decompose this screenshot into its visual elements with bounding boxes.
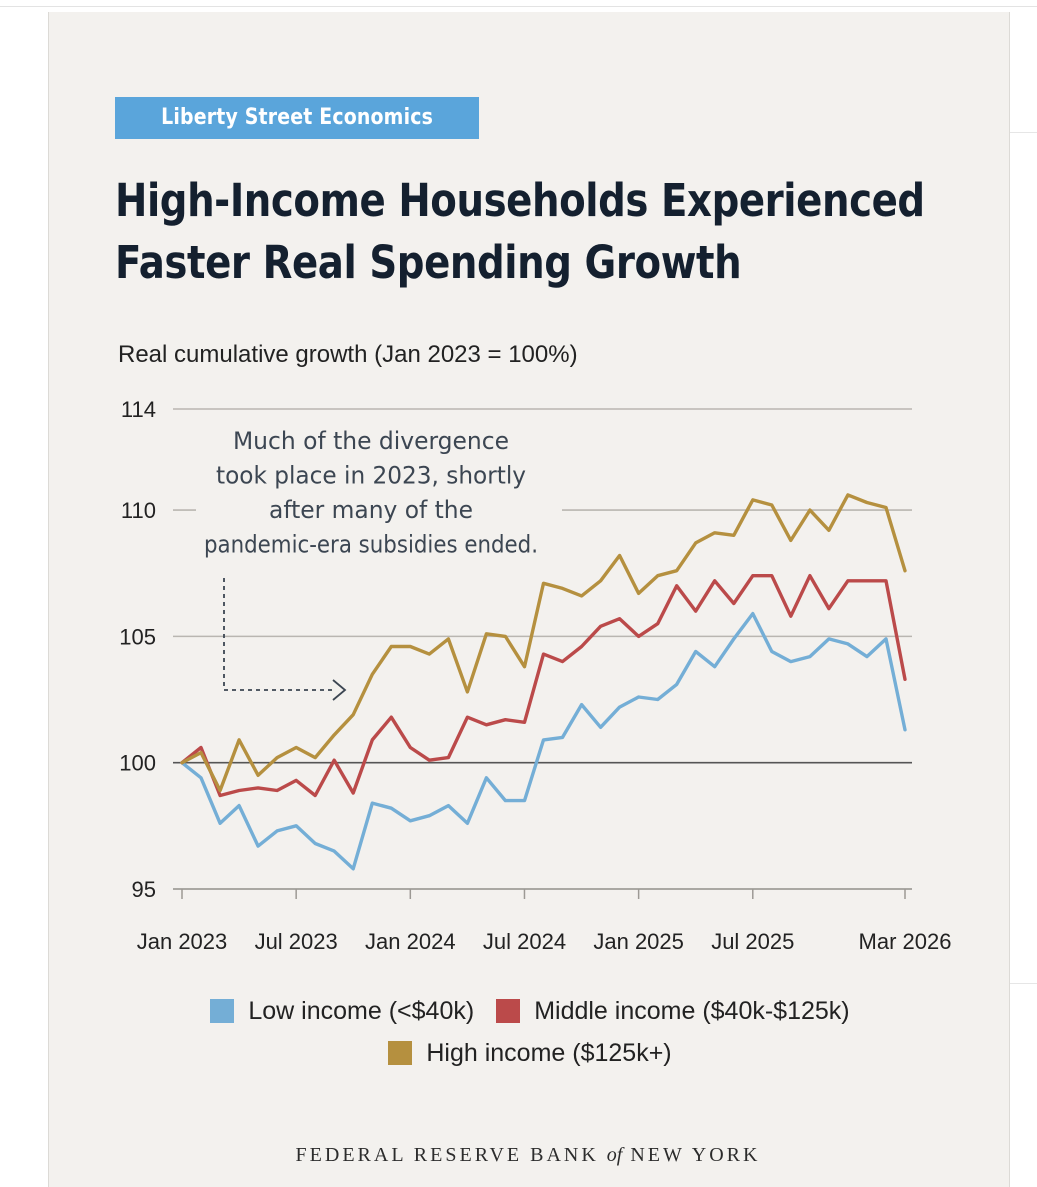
chart-card: Liberty Street Economics High-Income Hou… <box>48 12 1010 1187</box>
y-axis-ticks: 114 110 105 100 95 <box>119 397 156 902</box>
x-tick-label: Jan 2024 <box>365 929 456 954</box>
chart-subtitle: Real cumulative growth (Jan 2023 = 100%) <box>118 341 578 368</box>
footer-text-post: NEW YORK <box>630 1144 761 1166</box>
annotation-arrowhead <box>332 679 347 701</box>
series-line-high <box>180 493 907 793</box>
legend-label-low: Low income (<$40k) <box>248 996 475 1025</box>
title-line-2: Faster Real Spending Growth <box>115 236 742 289</box>
x-axis: Jan 2023 Jul 2023 Jan 2024 Jul 2024 Jan 2025… <box>137 888 952 954</box>
series-line-middle <box>180 574 907 798</box>
series-lines <box>180 493 907 871</box>
legend-item-middle: Middle income ($40k-$125k) <box>496 996 850 1026</box>
y-tick-label: 95 <box>132 877 156 902</box>
x-tick-label: Jan 2023 <box>137 929 228 954</box>
y-tick-label: 105 <box>119 624 156 649</box>
legend-swatch-high <box>388 1041 413 1065</box>
legend-swatch-low <box>210 999 235 1023</box>
annotation-line: after many of the <box>269 496 473 524</box>
x-tick-label: Jul 2024 <box>483 929 566 954</box>
y-tick-label: 114 <box>121 397 156 422</box>
legend-label-middle: Middle income ($40k-$125k) <box>534 996 850 1025</box>
x-tick-label: Mar 2026 <box>859 929 952 954</box>
annotation-line: Much of the divergence <box>233 427 509 455</box>
legend-swatch-middle <box>496 999 521 1023</box>
annotation-line: pandemic-era subsidies ended. <box>204 531 538 559</box>
chart-title: High-Income Households Experienced Faste… <box>115 170 995 294</box>
x-tick-label: Jul 2023 <box>255 929 338 954</box>
series-line-low <box>180 611 907 871</box>
legend-label-high: High income ($125k+) <box>426 1038 672 1067</box>
brand-badge: Liberty Street Economics <box>115 97 479 139</box>
legend-item-low: Low income (<$40k) <box>210 997 474 1026</box>
side-divider <box>1010 983 1037 984</box>
footer-text-of: of <box>606 1144 623 1166</box>
title-line-1: High-Income Households Experienced <box>115 174 925 227</box>
y-tick-label: 110 <box>121 498 156 523</box>
legend: Low income (<$40k) Middle income ($40k-$… <box>100 990 960 1074</box>
side-divider <box>1010 132 1037 133</box>
legend-item-high: High income ($125k+) <box>388 1038 672 1068</box>
footer-credit: FEDERAL RESERVE BANK of NEW YORK <box>48 1144 1008 1167</box>
x-tick-label: Jan 2025 <box>593 929 684 954</box>
annotation-arrow <box>223 578 336 691</box>
footer-text-pre: FEDERAL RESERVE BANK <box>295 1144 599 1166</box>
annotation-bg <box>196 420 562 570</box>
annotation-line: took place in 2023, shortly <box>216 462 526 490</box>
annotation: Much of the divergence took place in 2023… <box>196 420 562 701</box>
y-tick-label: 100 <box>119 751 156 776</box>
x-tick-label: Jul 2025 <box>711 929 794 954</box>
top-divider <box>0 6 1037 7</box>
